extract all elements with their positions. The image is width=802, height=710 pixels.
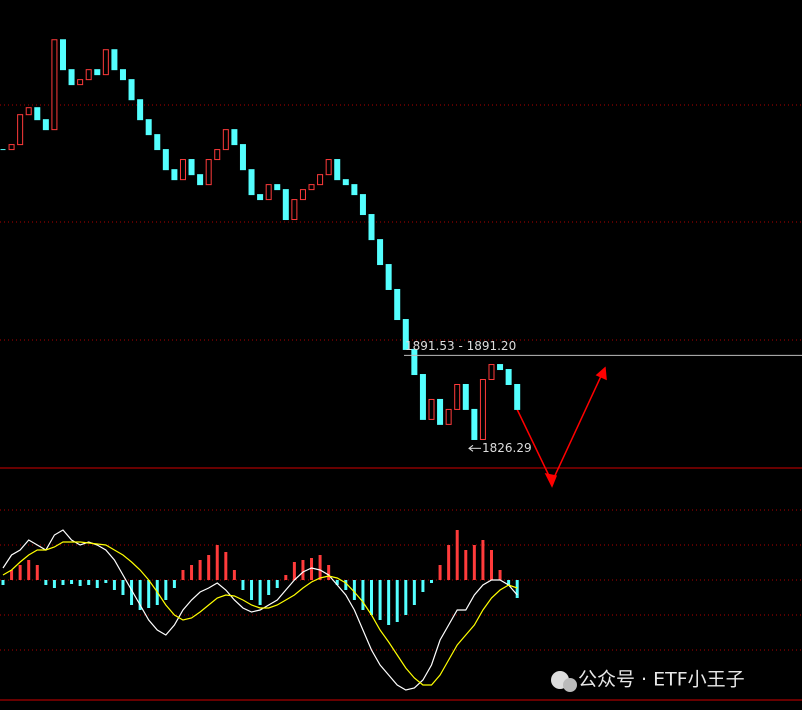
candle	[514, 383, 521, 410]
candle	[42, 119, 49, 131]
candle	[368, 214, 375, 241]
candle	[334, 159, 341, 181]
candle	[428, 398, 435, 420]
candle	[162, 149, 169, 171]
candle	[351, 184, 358, 196]
grid	[0, 104, 802, 701]
candle	[394, 288, 401, 321]
candle	[154, 134, 161, 151]
candle	[488, 364, 495, 381]
candle	[402, 319, 409, 350]
candle	[205, 159, 212, 186]
candle	[479, 379, 486, 440]
candle	[34, 107, 41, 121]
wechat-icon	[563, 678, 577, 692]
candle	[308, 184, 315, 191]
candle	[359, 194, 366, 216]
candle	[377, 239, 384, 266]
candle	[17, 114, 24, 146]
macd-line	[2, 529, 518, 691]
candle	[137, 99, 144, 121]
candle	[51, 39, 58, 131]
candle	[274, 184, 281, 191]
candle	[437, 398, 444, 425]
candle	[68, 69, 75, 86]
watermark-text: 公众号 · ETF小王子	[578, 669, 745, 691]
candle	[25, 107, 32, 116]
candle	[239, 144, 246, 171]
candle	[102, 49, 109, 76]
candle	[462, 383, 469, 410]
candle	[94, 69, 101, 76]
candle	[419, 374, 426, 420]
candle	[265, 184, 272, 201]
candle	[222, 129, 229, 151]
candle	[317, 174, 324, 186]
candle	[497, 364, 504, 371]
candle	[179, 159, 186, 181]
candle	[77, 79, 84, 86]
watermark: 公众号 · ETF小王子	[551, 669, 745, 692]
candle	[128, 79, 135, 101]
price-annotation: 1826.29	[482, 441, 532, 455]
candle	[214, 149, 221, 161]
candle	[325, 159, 332, 176]
candle	[471, 408, 478, 440]
candle	[188, 159, 195, 176]
candle	[8, 144, 15, 151]
candle	[454, 383, 461, 410]
candle	[197, 174, 204, 186]
candle	[445, 408, 452, 425]
candle	[257, 194, 264, 201]
candle	[411, 348, 418, 376]
candle	[299, 189, 306, 201]
candle	[119, 69, 126, 81]
candle	[145, 119, 152, 136]
arrow-head	[544, 472, 558, 488]
price-annotation: 1891.53 - 1891.20	[405, 339, 516, 353]
candle	[171, 169, 178, 181]
arrow-head	[595, 366, 607, 381]
candle	[342, 179, 349, 186]
candle	[231, 129, 238, 146]
candle	[505, 369, 512, 385]
candle	[248, 169, 255, 196]
candle	[111, 49, 118, 71]
candle	[385, 264, 392, 290]
candle	[85, 69, 92, 81]
candle	[291, 199, 298, 221]
forecast-arrow	[514, 366, 607, 488]
candle	[282, 189, 289, 221]
annotation-arrow	[468, 444, 474, 452]
candle	[59, 39, 66, 71]
macd-line	[2, 541, 518, 686]
